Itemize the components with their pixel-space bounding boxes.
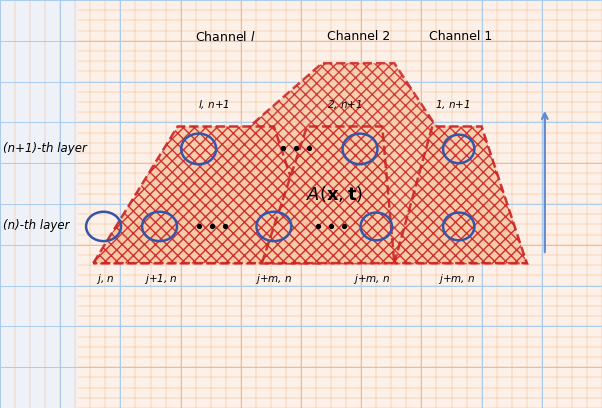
Text: $A(\mathbf{x}, \mathbf{t})$: $A(\mathbf{x}, \mathbf{t})$ <box>306 184 362 204</box>
Bar <box>78 0 602 408</box>
Text: 1, $n$+1: 1, $n$+1 <box>435 98 470 111</box>
Text: $j$+$m$, $n$: $j$+$m$, $n$ <box>353 273 391 286</box>
Polygon shape <box>394 126 527 263</box>
Text: (n+1)-th layer: (n+1)-th layer <box>3 142 87 155</box>
Text: $l$, $n$+1: $l$, $n$+1 <box>198 98 229 111</box>
Text: $j$, $n$: $j$, $n$ <box>96 273 114 286</box>
Polygon shape <box>262 126 394 263</box>
Text: $j$+$m$, $n$: $j$+$m$, $n$ <box>438 273 475 286</box>
Text: Channel $l$: Channel $l$ <box>196 30 256 44</box>
Text: $j$+$m$, $n$: $j$+$m$, $n$ <box>255 273 293 286</box>
Polygon shape <box>93 63 527 263</box>
Text: Channel 2: Channel 2 <box>326 30 390 43</box>
Text: (n)-th layer: (n)-th layer <box>3 219 69 232</box>
Text: 2, $n$+1: 2, $n$+1 <box>327 98 362 111</box>
Polygon shape <box>93 126 319 263</box>
Text: $j$+1, $n$: $j$+1, $n$ <box>144 273 178 286</box>
Text: Channel 1: Channel 1 <box>429 30 492 43</box>
